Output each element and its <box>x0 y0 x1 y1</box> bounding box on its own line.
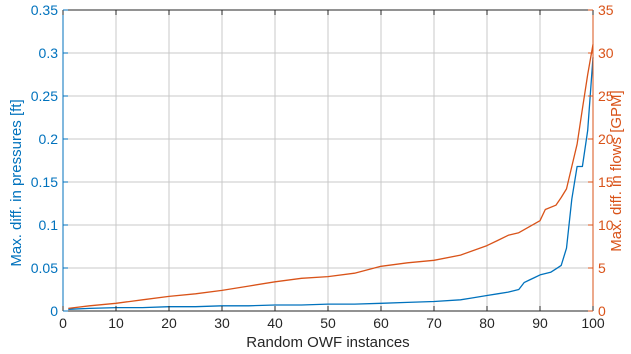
y-left-tick-label: 0.15 <box>31 174 58 190</box>
x-tick-label: 60 <box>373 315 389 331</box>
y-left-tick-label: 0 <box>50 303 58 319</box>
x-axis-title: Random OWF instances <box>246 334 409 351</box>
y-left-axis-title: Max. diff. in pressures [ft] <box>8 99 25 266</box>
x-tick-label: 100 <box>581 315 605 331</box>
y-left-tick-label: 0.25 <box>31 88 58 104</box>
y-right-tick-label: 5 <box>598 260 606 276</box>
y-right-tick-label: 15 <box>598 174 614 190</box>
y-right-tick-label: 25 <box>598 88 614 104</box>
x-tick-label: 20 <box>161 315 177 331</box>
x-tick-label: 10 <box>108 315 124 331</box>
y-right-tick-label: 0 <box>598 303 606 319</box>
series-layer <box>68 44 594 310</box>
y-left-tick-label: 0.3 <box>39 45 59 61</box>
x-tick-label: 40 <box>267 315 283 331</box>
y-left-tick-label: 0.1 <box>39 217 59 233</box>
axes-layer <box>62 9 594 312</box>
x-tick-label: 80 <box>479 315 495 331</box>
series-line-right <box>68 44 594 310</box>
x-tick-label: 90 <box>532 315 548 331</box>
x-tick-label: 0 <box>59 315 67 331</box>
y-right-tick-label: 10 <box>598 217 614 233</box>
y-right-axis-title: Max. diff. in flows [GPM] <box>608 90 625 251</box>
x-tick-label: 50 <box>320 315 336 331</box>
grid-layer <box>63 10 593 311</box>
x-tick-label: 30 <box>214 315 230 331</box>
y-left-tick-label: 0.35 <box>31 2 58 18</box>
x-tick-label: 70 <box>426 315 442 331</box>
y-left-tick-label: 0.2 <box>39 131 59 147</box>
y-right-tick-label: 35 <box>598 2 614 18</box>
y-right-tick-label: 30 <box>598 45 614 61</box>
series-line-left <box>68 57 594 310</box>
labels-layer: Random OWF instances Max. diff. in press… <box>8 2 625 351</box>
y-right-tick-label: 20 <box>598 131 614 147</box>
y-left-tick-label: 0.05 <box>31 260 58 276</box>
